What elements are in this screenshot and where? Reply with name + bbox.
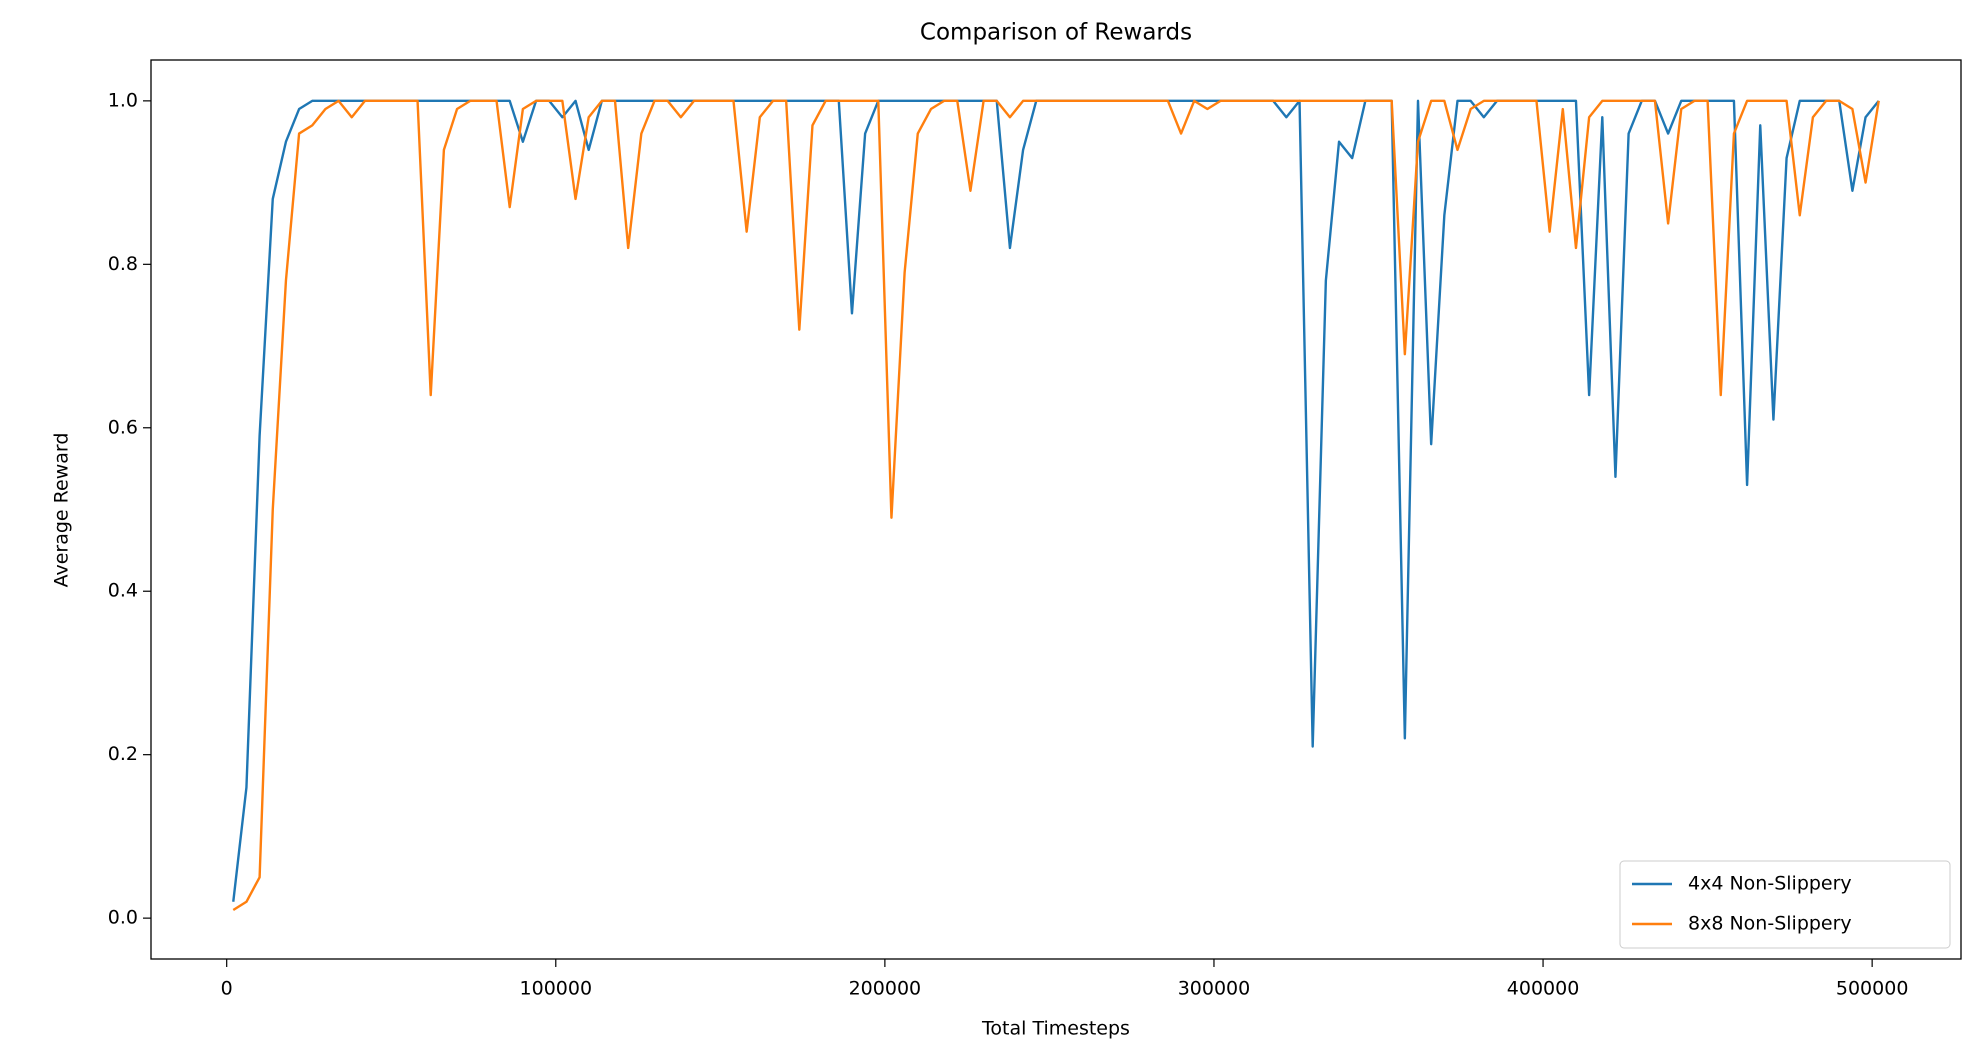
x-tick-label: 300000 [1178, 978, 1251, 1000]
x-tick-label: 200000 [849, 978, 922, 1000]
chart-title: Comparison of Rewards [920, 20, 1192, 46]
x-axis-label: Total Timesteps [981, 1018, 1130, 1040]
y-tick-label: 0.8 [108, 253, 138, 275]
y-axis-label: Average Reward [51, 433, 73, 588]
y-tick-label: 0.6 [108, 416, 138, 438]
x-tick-label: 500000 [1836, 978, 1909, 1000]
plot-frame [150, 59, 1962, 960]
x-tick-label: 400000 [1507, 978, 1580, 1000]
legend-label: 4x4 Non-Slippery [1688, 873, 1852, 895]
legend-box [1619, 860, 1951, 949]
x-tick-label: 100000 [520, 978, 593, 1000]
legend-label: 8x8 Non-Slippery [1688, 913, 1852, 935]
x-tick-label: 0 [221, 978, 233, 1000]
y-tick-label: 1.0 [108, 89, 138, 111]
y-tick-label: 0.2 [108, 743, 138, 765]
y-tick-label: 0.0 [108, 907, 138, 929]
line-series [232, 99, 1880, 911]
y-tick-label: 0.4 [108, 580, 138, 602]
